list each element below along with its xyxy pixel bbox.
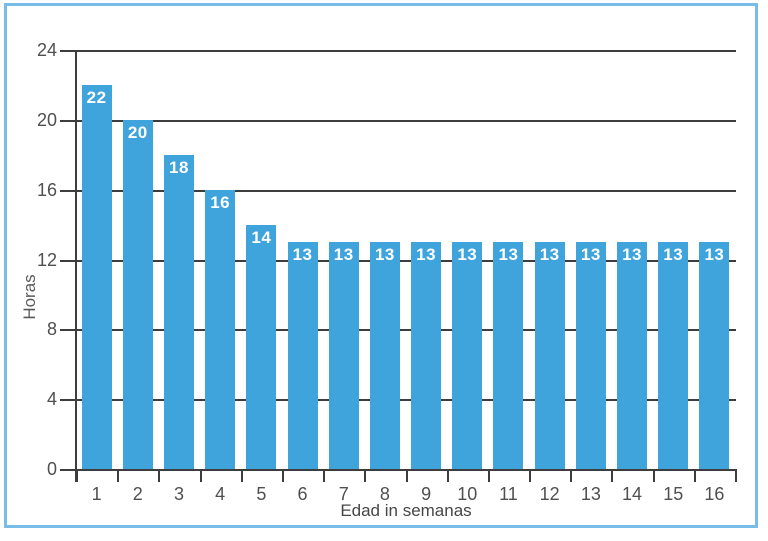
x-axis-tick [735,469,737,482]
x-tick-label-7: 7 [338,484,349,504]
y-tick-label-12: 12 [36,249,57,270]
bar-value-label: 13 [622,245,642,265]
bar-value-label: 14 [251,227,272,247]
y-axis-title: Horas [20,274,39,320]
gridline-y16 [60,189,736,192]
x-axis-tick [76,469,78,482]
x-axis-tick [281,469,284,482]
x-tick-label-10: 10 [457,484,478,504]
bar-week-9: 13 [411,242,442,469]
x-axis-tick [405,469,408,482]
bar-value-label: 13 [333,245,354,265]
x-axis-tick [611,469,614,482]
x-axis-tick [199,469,202,482]
y-tick-label-20: 20 [36,109,57,130]
x-tick-label-5: 5 [256,484,267,504]
x-tick-label-16: 16 [704,484,725,504]
bar-week-1: 22 [81,84,112,469]
x-axis-tick [487,469,490,482]
bar-week-10: 13 [452,242,483,469]
bar-week-6: 13 [287,242,318,469]
bar-value-label: 22 [86,87,107,107]
bar-value-label: 13 [457,245,478,265]
bar-week-3: 18 [163,154,194,469]
bar-value-label: 18 [169,157,189,177]
bar-week-5: 14 [246,224,277,469]
bar-value-label: 13 [704,245,725,265]
x-tick-label-2: 2 [132,484,143,504]
y-tick-label-0: 0 [46,459,57,479]
x-axis-tick [693,469,696,482]
bar-week-14: 13 [617,242,648,469]
bar-value-label: 13 [580,245,601,265]
y-tick-label-16: 16 [36,179,57,200]
x-tick-label-1: 1 [91,484,102,504]
gridline-y24 [60,50,736,52]
bar-week-7: 13 [328,242,359,469]
x-tick-label-13: 13 [580,484,601,504]
y-axis-line [75,50,77,482]
bar-week-8: 13 [369,242,400,469]
y-tick-label-4: 4 [46,389,57,410]
bar-value-label: 13 [663,245,684,265]
bar-value-label: 20 [127,122,148,142]
x-tick-label-14: 14 [622,484,643,504]
y-tick-label-24: 24 [36,40,57,60]
bar-week-15: 13 [658,242,689,469]
bar-value-label: 13 [498,245,519,265]
x-tick-label-9: 9 [421,484,432,504]
x-axis-tick [323,469,326,482]
x-tick-label-4: 4 [215,484,226,504]
x-axis-tick [117,469,120,482]
bar-week-11: 13 [493,242,524,469]
x-axis-tick [158,469,161,482]
x-axis-tick [529,469,532,482]
x-axis-tick [652,469,655,482]
x-tick-label-15: 15 [663,484,684,504]
gridline-y20 [60,119,736,122]
bar-value-label: 13 [539,245,560,265]
x-tick-label-6: 6 [297,484,308,504]
bar-week-2: 20 [122,119,153,469]
y-tick-label-8: 8 [46,319,57,340]
x-tick-label-8: 8 [379,484,390,504]
bar-week-16: 13 [699,242,730,469]
x-tick-label-11: 11 [499,484,518,504]
x-tick-label-3: 3 [173,484,184,504]
bar-week-12: 13 [534,242,565,469]
bar-value-label: 13 [374,245,395,265]
bar-week-13: 13 [575,242,606,469]
x-axis-tick [364,469,367,482]
x-axis-tick [446,469,449,482]
x-axis-line [60,469,736,471]
bar-value-label: 16 [210,192,231,212]
x-axis-tick [570,469,573,482]
bar-week-4: 16 [205,189,236,469]
bar-value-label: 13 [292,245,313,265]
x-tick-label-12: 12 [539,484,560,504]
x-axis-title: Edad in semanas [340,501,472,520]
bar-value-label: 13 [416,245,437,265]
x-axis-tick [240,469,243,482]
